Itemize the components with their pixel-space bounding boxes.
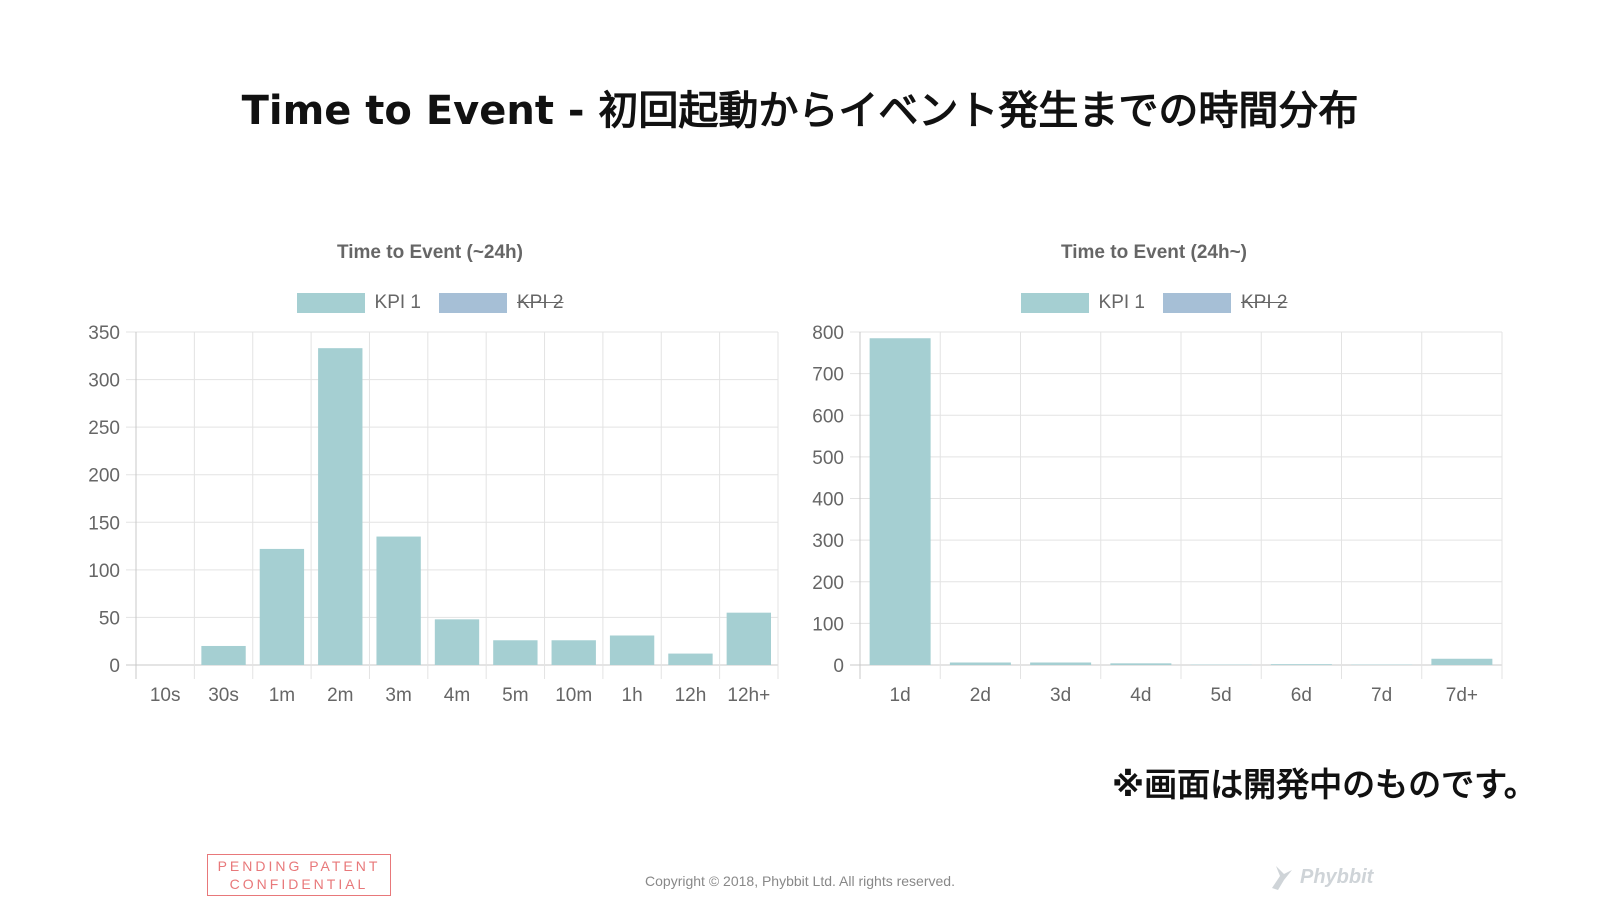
bar-12h[interactable] [668,653,713,665]
bar-2d[interactable] [949,662,1011,665]
y-tick-label: 300 [812,531,844,552]
legend-swatch-kpi2 [439,293,507,313]
x-tick-label: 1d [890,685,911,706]
bar-5m[interactable] [493,640,538,665]
y-tick-label: 300 [88,371,120,392]
x-tick-label: 12h [675,685,707,706]
x-tick-label: 4d [1130,685,1151,706]
x-tick-label: 3d [1050,685,1071,706]
chart-long-term: Time to Event (24h~) KPI 1 KPI 2 0 100 200… [784,230,1524,730]
bar-1m[interactable] [259,548,305,665]
legend-swatch-kpi1 [296,293,365,313]
y-tick-label: 200 [812,573,844,594]
x-tick-label: 2m [327,685,353,706]
legend-swatch-kpi2 [1163,293,1231,313]
y-tick-label: 100 [88,561,120,582]
x-tick-label: 1h [622,685,643,706]
bar-4m[interactable] [434,619,480,665]
chart-title: Time to Event (24h~) [1060,242,1247,263]
development-note: ※画面は開発中のものです。 [1112,765,1537,804]
y-tick-label: 150 [88,513,120,534]
bar-30s[interactable] [201,645,246,665]
chart-short-term: Time to Event (~24h) KPI 1 KPI 2 0 50 100 1… [60,230,800,730]
y-tick-label: 700 [812,365,844,386]
confidential-stamp: PENDING PATENT CONFIDENTIAL [207,854,391,896]
legend-item-kpi2[interactable]: KPI 2 [1163,292,1287,314]
chart-plot: 0 100 200 300 400 500 600 700 800 1d 2d 3d 4d 5d 6d 7d 7… [812,323,1503,706]
x-tick-label: 4m [444,685,470,706]
bar-4d[interactable] [1110,663,1172,665]
bar-12h+[interactable] [726,612,771,665]
x-tick-label: 10m [555,685,592,706]
x-tick-label: 1m [269,685,295,706]
legend-swatch-kpi1 [1020,293,1089,313]
x-tick-label: 5m [502,685,528,706]
bar-3m[interactable] [376,536,421,665]
legend-label-kpi1: KPI 1 [374,292,421,313]
x-tick-label: 10s [150,685,181,706]
stamp-line-2: CONFIDENTIAL [229,876,369,892]
x-tick-label: 2d [970,685,991,706]
legend-label-kpi2: KPI 2 [517,292,564,313]
chart-plot: 0 50 100 150 200 250 300 350 10s 30s 1m 2m 3m 4m 5m 10m… [88,323,779,706]
chart-title: Time to Event (~24h) [336,242,523,263]
x-tick-label: 6d [1291,685,1312,706]
x-tick-label: 7d [1371,685,1392,706]
x-tick-label: 5d [1211,685,1232,706]
logo-text: Phybbit [1300,865,1374,888]
x-tick-label: 7d+ [1446,685,1478,706]
bar-6d[interactable] [1270,664,1332,665]
company-logo: Phybbit [1268,862,1373,892]
legend-item-kpi2[interactable]: KPI 2 [439,292,563,314]
bar-1d[interactable] [869,338,931,665]
x-tick-label: 3m [385,685,411,706]
bar-7d+[interactable] [1431,658,1493,665]
bar-2m[interactable] [318,348,363,665]
y-tick-label: 350 [88,323,120,344]
bar-3d[interactable] [1030,662,1092,665]
bar-1h[interactable] [609,635,655,665]
y-tick-label: 200 [88,466,120,487]
legend-label-kpi1: KPI 1 [1098,292,1145,313]
bar-10m[interactable] [551,640,596,665]
legend-item-kpi1[interactable]: KPI 1 [296,292,421,314]
chart-legend: KPI 1 KPI 2 [60,292,800,314]
y-tick-label: 0 [109,656,120,677]
y-tick-label: 500 [812,448,844,469]
x-tick-label: 30s [208,685,239,706]
y-tick-label: 600 [812,406,844,427]
chart-legend: KPI 1 KPI 2 [784,292,1524,314]
y-tick-label: 100 [812,614,844,635]
y-tick-label: 800 [812,323,844,344]
stamp-line-1: PENDING PATENT [217,858,381,874]
copyright-text: Copyright © 2018, Phybbit Ltd. All right… [645,873,955,889]
legend-item-kpi1[interactable]: KPI 1 [1020,292,1145,314]
bird-icon [1272,866,1292,890]
x-tick-label: 12h+ [727,685,770,706]
legend-label-kpi2: KPI 2 [1241,292,1288,313]
y-tick-label: 0 [833,656,844,677]
y-tick-label: 400 [812,490,844,511]
y-tick-label: 50 [99,608,120,629]
slide-title: Time to Event - 初回起動からイベント発生までの時間分布 [241,88,1359,134]
y-tick-label: 250 [88,418,120,439]
